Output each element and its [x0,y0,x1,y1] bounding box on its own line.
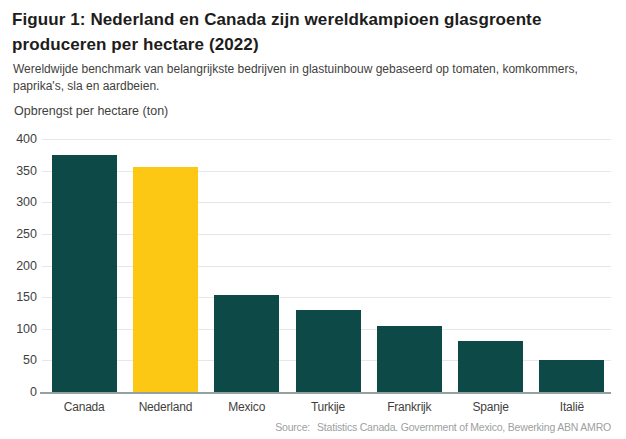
source-label: Source: [275,421,310,433]
gridline-350 [42,171,611,172]
y-axis-title: Opbrengst per hectare (ton) [14,104,168,118]
source-note: Source: Statistics Canada. Government of … [275,421,611,433]
bar-chart-plot-area [42,139,611,392]
y-tick-label-50: 50 [0,353,37,367]
x-tick-label-frankrijk: Frankrijk [369,400,450,414]
gridline-300 [42,202,611,203]
y-tick-label-250: 250 [0,227,37,241]
bar-italië [539,360,604,392]
bar-frankrijk [377,326,442,392]
x-tick-label-mexico: Mexico [206,400,287,414]
y-tick-label-100: 100 [0,322,37,336]
y-tick-label-350: 350 [0,164,37,178]
gridline-200 [42,266,611,267]
y-tick-label-150: 150 [0,290,37,304]
y-tick-label-200: 200 [0,259,37,273]
x-tick-label-spanje: Spanje [450,400,531,414]
figure-subtitle: Wereldwijde benchmark van belangrijkste … [13,61,588,95]
figure-title: Figuur 1: Nederland en Canada zijn werel… [12,7,612,57]
x-axis-line [40,392,611,394]
bar-turkije [296,310,361,392]
bar-nederland [133,167,198,392]
y-tick-label-400: 400 [0,132,37,146]
y-tick-label-300: 300 [0,195,37,209]
x-tick-label-nederland: Nederland [125,400,206,414]
gridline-250 [42,234,611,235]
bar-mexico [214,295,279,392]
x-tick-label-canada: Canada [44,400,125,414]
gridline-400 [42,139,611,140]
source-text: Statistics Canada. Government of Mexico,… [317,421,611,433]
bar-canada [52,155,117,392]
y-tick-label-0: 0 [0,385,37,399]
x-tick-label-turkije: Turkije [287,400,368,414]
gridline-150 [42,297,611,298]
x-tick-label-italië: Italië [531,400,612,414]
bar-spanje [458,341,523,392]
